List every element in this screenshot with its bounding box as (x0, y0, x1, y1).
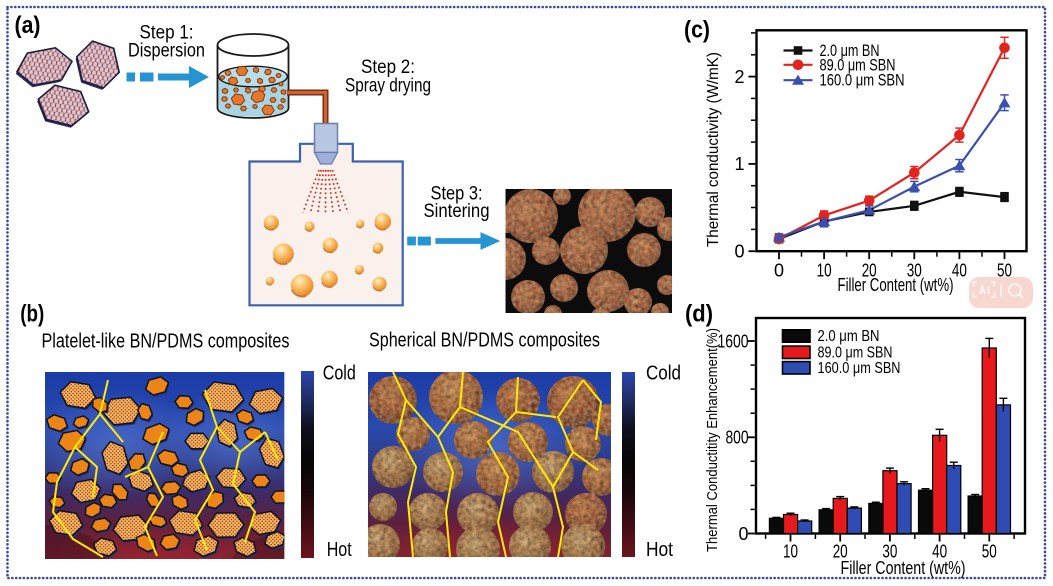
svg-text:10: 10 (817, 261, 832, 281)
svg-text:2.0 μm BN: 2.0 μm BN (820, 42, 880, 60)
svg-text:50: 50 (982, 542, 997, 562)
svg-text:Platelet-like BN/PDMS composit: Platelet-like BN/PDMS composites (42, 330, 290, 352)
svg-text:Dispersion: Dispersion (128, 40, 205, 62)
svg-text:40: 40 (952, 261, 967, 281)
svg-text:20: 20 (833, 542, 848, 562)
svg-text:800: 800 (726, 428, 749, 448)
svg-text:20: 20 (862, 261, 877, 281)
svg-text:89.0 μm SBN: 89.0 μm SBN (820, 56, 896, 74)
svg-text:160.0 μm SBN: 160.0 μm SBN (818, 360, 901, 377)
svg-text:Filler Content (wt%): Filler Content (wt%) (838, 274, 954, 295)
svg-text:0: 0 (738, 524, 748, 544)
svg-text:Hot: Hot (646, 539, 673, 561)
svg-text:(d): (d) (685, 301, 713, 328)
svg-text:Thermal conductivity (W/mK): Thermal conductivity (W/mK) (705, 52, 722, 247)
svg-text:0: 0 (734, 242, 744, 262)
svg-text:30: 30 (907, 261, 922, 281)
svg-text:Cold: Cold (323, 363, 356, 385)
svg-text:0: 0 (774, 261, 784, 281)
svg-text:(b): (b) (20, 301, 44, 328)
svg-text:2: 2 (734, 67, 744, 87)
svg-text:50: 50 (997, 261, 1012, 281)
svg-text:Step 3:: Step 3: (431, 183, 483, 205)
svg-text:Sintering: Sintering (424, 200, 490, 222)
svg-text:160.0 μm SBN: 160.0 μm SBN (820, 72, 905, 90)
svg-text:(a): (a) (15, 12, 41, 39)
svg-text:Filler Content (wt%): Filler Content (wt%) (841, 557, 966, 578)
svg-text:30: 30 (882, 542, 897, 562)
svg-text:Spray drying: Spray drying (345, 75, 431, 97)
svg-text:Step 2:: Step 2: (361, 56, 415, 78)
svg-text:40: 40 (932, 542, 947, 562)
svg-text:1: 1 (734, 154, 744, 174)
svg-text:1600: 1600 (718, 331, 749, 351)
svg-text:89.0 μm SBN: 89.0 μm SBN (818, 345, 893, 362)
svg-text:Spherical BN/PDMS composites: Spherical BN/PDMS composites (369, 330, 600, 352)
svg-text:2.0 μm BN: 2.0 μm BN (818, 328, 880, 345)
svg-text:(c): (c) (684, 17, 710, 44)
svg-text:Hot: Hot (327, 539, 352, 561)
svg-text:10: 10 (783, 542, 798, 562)
svg-text:Thermal Conductitity Enhanceme: Thermal Conductitity Enhancement(%) (705, 328, 721, 552)
svg-text:Cold: Cold (646, 363, 681, 385)
svg-text:Step 1:: Step 1: (140, 21, 194, 43)
